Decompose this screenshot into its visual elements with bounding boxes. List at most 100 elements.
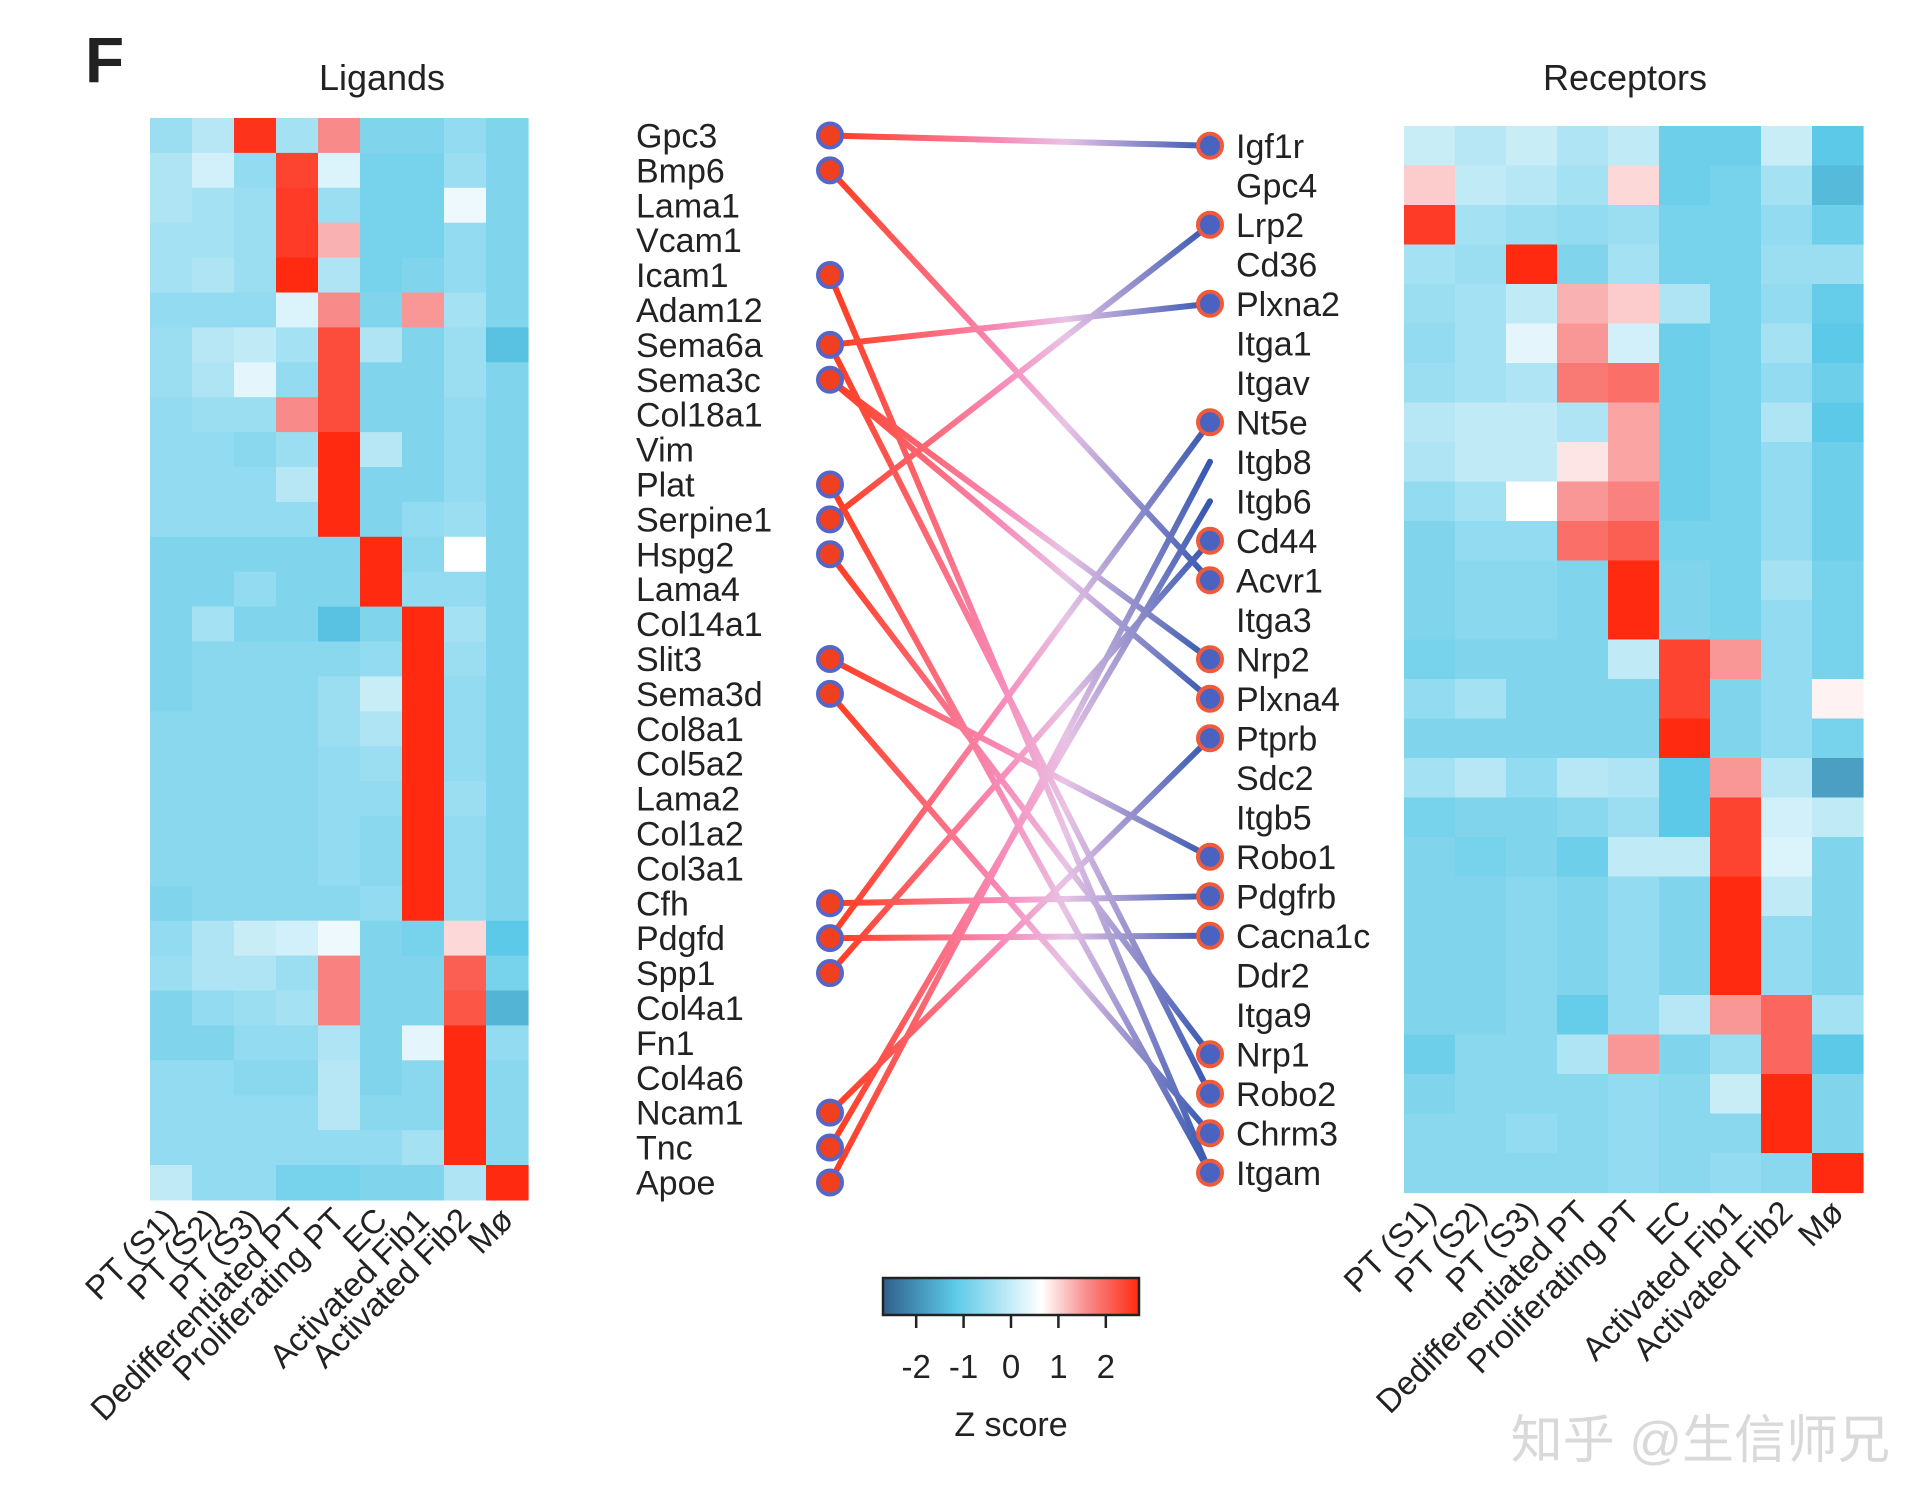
ligand-cell-col5a2-ec bbox=[360, 746, 403, 782]
receptor-cell-robo2-pt-s3 bbox=[1506, 1074, 1558, 1115]
ligand-cell-lama4-pt-s1 bbox=[150, 571, 193, 608]
receptor-dot-cacna1c bbox=[1196, 921, 1224, 950]
receptor-dot-nt5e bbox=[1196, 408, 1224, 437]
receptor-cell-itgb6-proliferating-pt bbox=[1608, 481, 1660, 522]
ligand-cell-col18a1-pt-s1 bbox=[150, 397, 193, 433]
receptor-cell-robo1-dedifferentiated-pt bbox=[1557, 837, 1609, 878]
receptor-label-ddr2: Ddr2 bbox=[1236, 957, 1310, 995]
ligand-cell-col4a1-activated-fib2 bbox=[444, 990, 487, 1026]
receptor-cell-sdc2-ec bbox=[1659, 758, 1711, 799]
ligand-cell-ncam1-activated-fib2 bbox=[444, 1095, 487, 1131]
receptor-cell-itga3-pt-s2 bbox=[1455, 600, 1507, 641]
receptor-cell-pdgfrb-proliferating-pt bbox=[1608, 876, 1660, 917]
receptor-cell-cacna1c-m bbox=[1812, 916, 1864, 957]
receptor-cell-nrp2-m bbox=[1812, 639, 1864, 680]
receptor-cell-pdgfrb-pt-s1 bbox=[1404, 876, 1456, 917]
ligand-dot-spp1 bbox=[816, 959, 844, 988]
ligand-cell-vim-dedifferentiated-pt bbox=[276, 432, 319, 468]
colorbar-ticks: -2 -1 0 1 2 bbox=[902, 1315, 1115, 1385]
ligand-cell-cfh-activated-fib1 bbox=[402, 885, 445, 922]
ligand-cell-gpc3-pt-s3 bbox=[234, 118, 277, 154]
receptor-cell-pdgfrb-activated-fib1 bbox=[1710, 876, 1762, 917]
receptor-cell-itgav-pt-s2 bbox=[1455, 363, 1507, 404]
receptor-cell-ptprb-proliferating-pt bbox=[1608, 718, 1660, 759]
ligand-cell-serpine1-activated-fib1 bbox=[402, 501, 445, 538]
receptor-cell-robo1-pt-s3 bbox=[1506, 837, 1558, 878]
receptor-cell-itgb8-dedifferentiated-pt bbox=[1557, 442, 1609, 483]
ligand-cell-apoe-pt-s3 bbox=[234, 1165, 277, 1201]
receptor-cell-igf1r-pt-s3 bbox=[1506, 126, 1558, 167]
receptor-cell-lrp2-pt-s2 bbox=[1455, 205, 1507, 246]
ligand-cell-col8a1-activated-fib2 bbox=[444, 711, 487, 747]
receptor-cell-gpc4-activated-fib1 bbox=[1710, 165, 1762, 206]
receptor-cell-acvr1-pt-s2 bbox=[1455, 560, 1507, 601]
ligand-dot-icam1 bbox=[816, 261, 844, 290]
ligand-label-col18a1: Col18a1 bbox=[636, 397, 763, 435]
ligand-cell-apoe-ec bbox=[360, 1165, 403, 1201]
ligand-dot-serpine1 bbox=[816, 505, 844, 534]
ligand-cell-serpine1-pt-s3 bbox=[234, 501, 277, 538]
receptor-cell-cd36-ec bbox=[1659, 244, 1711, 285]
ligand-cell-col3a1-pt-s2 bbox=[192, 850, 235, 887]
ligand-cell-sema3d-activated-fib2 bbox=[444, 676, 487, 712]
receptor-label-plxna2: Plxna2 bbox=[1236, 286, 1340, 324]
receptor-cell-cd36-m bbox=[1812, 244, 1864, 285]
ligand-cell-gpc3-activated-fib1 bbox=[402, 118, 445, 154]
ligand-cell-fn1-activated-fib1 bbox=[402, 1025, 445, 1061]
ligand-cell-bmp6-m bbox=[486, 152, 529, 189]
ligand-cell-sema3c-activated-fib1 bbox=[402, 362, 445, 398]
receptor-cell-plxna2-dedifferentiated-pt bbox=[1557, 284, 1609, 325]
receptor-cell-acvr1-m bbox=[1812, 560, 1864, 601]
receptor-cell-itgb6-m bbox=[1812, 481, 1864, 522]
ligand-cell-col5a2-activated-fib1 bbox=[402, 746, 445, 782]
ligand-cell-lama1-dedifferentiated-pt bbox=[276, 187, 319, 224]
ligand-cell-spp1-proliferating-pt bbox=[318, 955, 361, 992]
receptor-cell-nrp2-dedifferentiated-pt bbox=[1557, 639, 1609, 680]
receptor-cell-itga3-m bbox=[1812, 600, 1864, 641]
ligand-label-vim: Vim bbox=[636, 432, 694, 470]
receptor-label-acvr1: Acvr1 bbox=[1236, 562, 1323, 600]
receptor-label-robo1: Robo1 bbox=[1236, 839, 1336, 877]
receptor-cell-chrm3-activated-fib1 bbox=[1710, 1113, 1762, 1154]
receptor-cell-plxna4-dedifferentiated-pt bbox=[1557, 679, 1609, 720]
receptor-cell-plxna4-ec bbox=[1659, 679, 1711, 720]
receptor-cell-ddr2-activated-fib1 bbox=[1710, 955, 1762, 996]
receptor-cell-nrp1-dedifferentiated-pt bbox=[1557, 1034, 1609, 1075]
receptor-cell-nrp1-activated-fib1 bbox=[1710, 1034, 1762, 1075]
link-sema3c-plxna4 bbox=[827, 376, 1213, 702]
ligand-cell-adam12-pt-s3 bbox=[234, 292, 277, 328]
receptor-cell-igf1r-ec bbox=[1659, 126, 1711, 167]
ligand-cell-serpine1-dedifferentiated-pt bbox=[276, 501, 319, 538]
receptor-cell-ddr2-activated-fib2 bbox=[1761, 955, 1813, 996]
receptor-dot-ptprb bbox=[1196, 724, 1224, 753]
ligand-col-label-m: Mø bbox=[460, 1201, 520, 1261]
ligand-cell-gpc3-pt-s2 bbox=[192, 118, 235, 154]
ligand-cell-slit3-dedifferentiated-pt bbox=[276, 641, 319, 677]
ligand-cell-serpine1-pt-s1 bbox=[150, 501, 193, 538]
receptor-label-sdc2: Sdc2 bbox=[1236, 760, 1314, 798]
receptor-cell-chrm3-pt-s3 bbox=[1506, 1113, 1558, 1154]
ligand-dot-tnc bbox=[816, 1133, 844, 1162]
receptor-cell-itgam-activated-fib1 bbox=[1710, 1153, 1762, 1194]
ligand-cell-col3a1-dedifferentiated-pt bbox=[276, 850, 319, 887]
ligand-cell-cfh-activated-fib2 bbox=[444, 885, 487, 922]
ligand-cell-col18a1-dedifferentiated-pt bbox=[276, 397, 319, 433]
ligand-cell-apoe-activated-fib1 bbox=[402, 1165, 445, 1201]
receptor-cell-robo2-m bbox=[1812, 1074, 1864, 1115]
colorbar: -2 -1 0 1 2 Z score bbox=[881, 1276, 1141, 1444]
receptor-cell-robo1-ec bbox=[1659, 837, 1711, 878]
ligand-cell-sema3d-pt-s3 bbox=[234, 676, 277, 712]
receptor-cell-cd44-pt-s2 bbox=[1455, 521, 1507, 562]
ligand-cell-plat-dedifferentiated-pt bbox=[276, 467, 319, 503]
ligand-cell-tnc-activated-fib1 bbox=[402, 1130, 445, 1166]
ligand-cell-bmp6-proliferating-pt bbox=[318, 152, 361, 189]
colorbar-tick-label: -2 bbox=[902, 1348, 931, 1385]
receptor-dot-lrp2 bbox=[1196, 210, 1224, 239]
ligand-cell-tnc-proliferating-pt bbox=[318, 1130, 361, 1166]
ligand-dot-sema3d bbox=[816, 679, 844, 708]
ligand-cell-lama2-pt-s1 bbox=[150, 781, 193, 817]
receptor-cell-itga9-activated-fib1 bbox=[1710, 995, 1762, 1036]
receptor-cell-nt5e-activated-fib2 bbox=[1761, 402, 1813, 443]
link-endpoint-dots bbox=[816, 121, 1224, 1197]
receptor-cell-cd44-pt-s1 bbox=[1404, 521, 1456, 562]
